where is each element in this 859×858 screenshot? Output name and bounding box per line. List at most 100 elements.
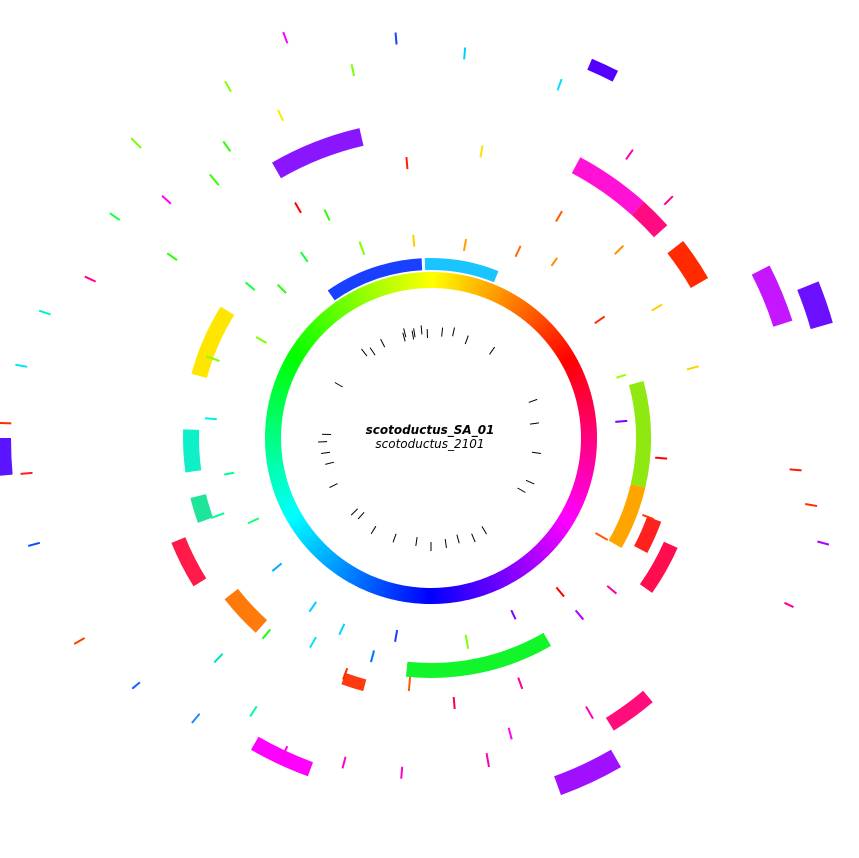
- comparison-block: [341, 672, 367, 692]
- ring-segment: [508, 295, 520, 312]
- ring-segment: [389, 583, 398, 600]
- ring-segment: [272, 385, 289, 395]
- hit-mark: [249, 705, 258, 717]
- ring-segment: [268, 468, 285, 476]
- ring-segment: [398, 585, 405, 602]
- ring-segment: [527, 310, 541, 326]
- ring-segment: [360, 286, 371, 303]
- tick-mark: [529, 422, 540, 425]
- ring-segment: [324, 308, 338, 324]
- tick-mark: [361, 348, 368, 357]
- ring-segment: [267, 405, 284, 412]
- ring-segment: [503, 567, 514, 584]
- hit-mark: [615, 419, 628, 423]
- ring-segment: [301, 531, 317, 545]
- ring-segment: [563, 506, 579, 517]
- ring-segment: [479, 281, 489, 298]
- ring-segment: [458, 584, 466, 602]
- ring-segment: [577, 466, 594, 474]
- ring-segment: [270, 476, 287, 484]
- ring-segment: [575, 392, 592, 400]
- ring-segment: [387, 582, 395, 600]
- ring-segment: [463, 583, 472, 600]
- comparison-block: [797, 281, 833, 330]
- hit-mark: [27, 541, 41, 547]
- ring-segment: [576, 471, 593, 480]
- ring-segment: [296, 525, 312, 538]
- ring-segment: [276, 493, 293, 503]
- ring-segment: [456, 585, 463, 602]
- hit-mark: [209, 173, 220, 186]
- ring-segment: [496, 571, 507, 588]
- ring-segment: [454, 274, 461, 291]
- ring-segment: [471, 581, 480, 598]
- comparison-block: [608, 484, 646, 548]
- ring-segment: [311, 320, 326, 334]
- ring-segment: [553, 342, 570, 355]
- ring-segment: [265, 419, 282, 425]
- ring-segment: [472, 278, 481, 295]
- ring-segment: [578, 461, 595, 468]
- ring-segment: [519, 303, 532, 319]
- comparison-block: [405, 632, 551, 678]
- ring-segment: [541, 536, 557, 550]
- hit-mark: [161, 195, 172, 205]
- hit-mark: [350, 64, 356, 77]
- ring-segment: [393, 275, 401, 292]
- ring-segment: [503, 292, 515, 309]
- ring-segment: [544, 329, 559, 343]
- ring-segment: [307, 537, 322, 552]
- ring-segment: [270, 391, 288, 400]
- ring-segment: [343, 295, 355, 311]
- ring-segment: [563, 360, 580, 371]
- ring-segment: [348, 292, 359, 309]
- ring-segment: [281, 361, 298, 373]
- ring-segment: [566, 367, 583, 378]
- ring-segment: [301, 330, 317, 344]
- genome-hue-ring: [265, 272, 597, 604]
- ring-segment: [534, 544, 549, 559]
- ring-segment: [349, 568, 361, 585]
- hit-mark: [616, 373, 627, 379]
- ring-segment: [529, 312, 543, 328]
- ring-segment: [322, 310, 336, 325]
- ring-segment: [266, 411, 283, 418]
- ring-segment: [430, 587, 434, 604]
- ring-segment: [572, 484, 589, 493]
- ring-segment: [309, 539, 324, 554]
- ring-segment: [331, 303, 344, 319]
- ring-segment: [321, 550, 335, 566]
- ring-segment: [542, 326, 557, 341]
- ring-segment: [368, 282, 378, 299]
- hit-mark: [222, 140, 232, 152]
- comparison-block: [190, 494, 213, 523]
- comparison-block: [639, 541, 678, 593]
- hit-mark: [224, 471, 235, 476]
- hit-mark: [224, 80, 232, 93]
- ring-segment: [572, 383, 590, 393]
- ring-segment: [579, 458, 596, 465]
- ring-segment: [268, 402, 285, 410]
- ring-segment: [576, 397, 593, 406]
- ring-segment: [385, 277, 393, 294]
- comparison-block: [751, 265, 793, 327]
- ring-segment: [565, 365, 582, 376]
- ring-segment: [288, 349, 305, 361]
- hit-mark: [464, 634, 470, 649]
- ring-segment: [449, 273, 455, 290]
- ring-segment: [277, 372, 294, 382]
- ring-segment: [569, 373, 586, 383]
- ring-segment: [282, 505, 299, 516]
- hit-mark: [517, 677, 524, 690]
- ring-segment: [464, 276, 473, 293]
- ring-segment: [484, 577, 494, 594]
- ring-segment: [355, 288, 366, 305]
- ring-segment: [340, 296, 353, 313]
- ring-segment: [407, 586, 413, 603]
- ring-segment: [365, 575, 375, 592]
- hit-mark: [555, 210, 563, 222]
- ring-segment: [570, 375, 587, 385]
- ring-segment: [289, 516, 306, 529]
- ring-segment: [409, 586, 416, 604]
- ring-segment: [573, 386, 590, 395]
